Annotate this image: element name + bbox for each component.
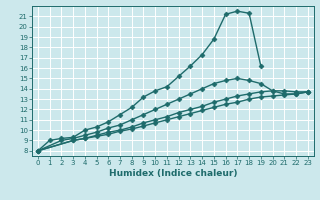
X-axis label: Humidex (Indice chaleur): Humidex (Indice chaleur) [108, 169, 237, 178]
